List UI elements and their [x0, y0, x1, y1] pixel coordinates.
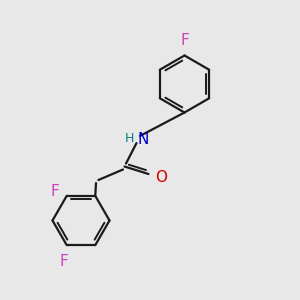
Text: N: N [137, 132, 149, 147]
Text: F: F [50, 184, 59, 199]
Text: H: H [125, 132, 134, 145]
Text: O: O [155, 169, 167, 184]
Text: F: F [59, 254, 68, 268]
Text: F: F [180, 33, 189, 48]
